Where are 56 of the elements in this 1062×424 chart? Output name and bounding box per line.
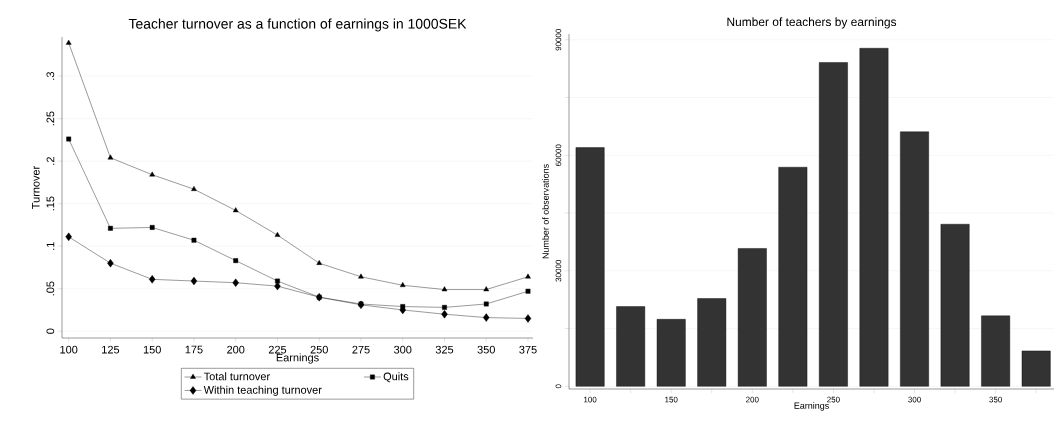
point xyxy=(149,171,155,177)
x-tick-label: 375 xyxy=(519,345,537,354)
point xyxy=(442,305,447,310)
point xyxy=(525,288,531,294)
x-tick-label: 350 xyxy=(477,345,495,354)
y-tick-label: 0 xyxy=(46,328,55,334)
x-axis-title: Earnings xyxy=(794,402,829,411)
point xyxy=(232,207,239,213)
x-tick-label: 100 xyxy=(60,345,78,354)
y-tick-label: .1 xyxy=(46,242,55,250)
x-tick-label: 125 xyxy=(102,345,120,354)
chart-title: Number of teachers by earnings xyxy=(727,17,897,29)
y-tick-label: .15 xyxy=(46,196,55,211)
point xyxy=(108,225,113,231)
point xyxy=(232,278,239,287)
x-tick-label: 150 xyxy=(143,345,161,354)
point xyxy=(274,231,281,237)
point xyxy=(191,237,197,243)
point xyxy=(524,314,532,323)
y-tick-label: .25 xyxy=(46,111,55,126)
point xyxy=(65,39,72,45)
point xyxy=(191,186,197,191)
point xyxy=(233,258,239,264)
y-tick-label: .2 xyxy=(46,157,55,165)
x-axis-title: Earnings xyxy=(276,353,319,364)
y-axis-title: Turnover xyxy=(32,165,40,209)
x-tick-label: 175 xyxy=(185,345,203,354)
y-tick-label: .05 xyxy=(46,281,55,296)
x-tick-label: 275 xyxy=(352,345,370,354)
x-tick-label: 225 xyxy=(268,345,287,354)
point xyxy=(66,136,72,142)
y-axis-title: Number of observations xyxy=(542,164,549,259)
x-tick-label: 200 xyxy=(227,345,245,354)
x-tick-label: 325 xyxy=(435,345,454,354)
legend-label: Total turnover xyxy=(203,372,270,381)
point xyxy=(483,301,489,307)
legend-label: Quits xyxy=(383,372,409,383)
point xyxy=(149,275,156,284)
point xyxy=(399,282,406,287)
point xyxy=(483,286,490,292)
point xyxy=(483,313,490,322)
legend-label: Within teaching turnover xyxy=(203,385,322,396)
point xyxy=(149,225,155,230)
point xyxy=(190,276,198,286)
point xyxy=(358,273,364,279)
point xyxy=(441,286,448,292)
point xyxy=(107,258,114,268)
x-tick-label: 300 xyxy=(394,345,412,354)
y-tick-label: .3 xyxy=(46,72,55,80)
point xyxy=(525,273,531,279)
point xyxy=(316,259,323,265)
point xyxy=(65,232,72,241)
chart-title: Teacher turnover as a function of earnings in 1000SEK xyxy=(128,18,467,32)
x-tick-label: 250 xyxy=(310,345,328,354)
point xyxy=(107,154,114,160)
point xyxy=(441,310,448,319)
